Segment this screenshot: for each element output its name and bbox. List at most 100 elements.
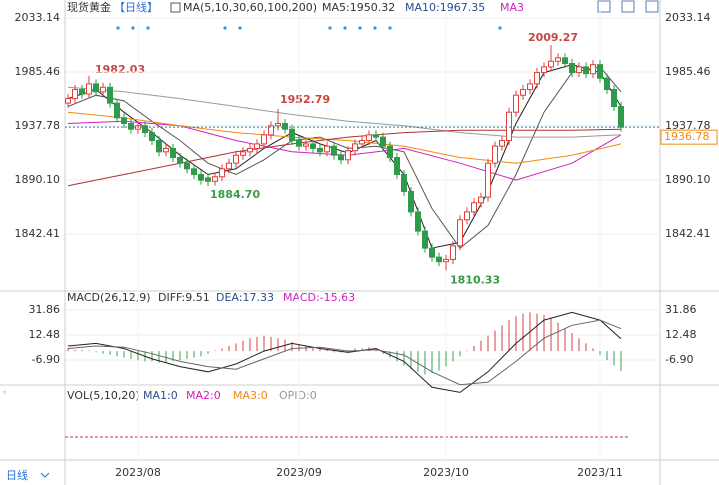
macd-value: MACD:-15.63 — [283, 291, 355, 304]
candle-body — [324, 145, 330, 153]
candle-body — [86, 83, 92, 95]
indicator-icon[interactable] — [170, 2, 181, 13]
event-dot[interactable] — [388, 26, 392, 30]
event-dot[interactable] — [131, 26, 135, 30]
event-dot[interactable] — [373, 26, 377, 30]
candle-body — [394, 156, 400, 175]
candle-body — [289, 128, 295, 142]
candle-body — [93, 83, 99, 93]
x-tick-label: 2023/10 — [423, 466, 469, 479]
candle-body — [576, 66, 582, 74]
period[interactable]: 【日线】 — [114, 0, 158, 14]
toolbar-button[interactable] — [621, 0, 635, 13]
candle-body — [548, 60, 554, 68]
toolbar-button[interactable] — [645, 0, 659, 13]
candle-body — [541, 66, 547, 74]
candle-body — [114, 102, 120, 119]
high-annotation: 2009.27 — [528, 31, 578, 44]
low-annotation: 1884.70 — [210, 188, 260, 201]
candle-body — [534, 72, 540, 85]
candle-body — [177, 156, 183, 164]
candle-body — [471, 202, 477, 213]
candle-body — [380, 136, 386, 147]
candle-body — [268, 125, 274, 136]
event-dot[interactable] — [498, 26, 502, 30]
candle-body — [415, 211, 421, 232]
legend-ma10: MA10:1967.35 — [405, 1, 485, 14]
ma-line — [67, 86, 622, 138]
macd-line — [67, 311, 622, 393]
candle-body — [583, 66, 589, 75]
macd-title: MACD(26,12,9) — [67, 291, 151, 304]
y-tick-label: 12.48 — [665, 328, 697, 341]
y-tick-label: 1937.78 — [15, 119, 61, 132]
last-price-box — [660, 129, 718, 145]
candle-body — [464, 211, 470, 221]
ma-line — [67, 111, 622, 164]
event-dot[interactable] — [358, 26, 362, 30]
event-dot[interactable] — [238, 26, 242, 30]
event-dot[interactable] — [116, 26, 120, 30]
event-dot[interactable] — [223, 26, 227, 30]
candle-body — [240, 151, 246, 156]
candle-body — [457, 219, 463, 247]
candle-body — [492, 145, 498, 164]
candle-body — [72, 89, 78, 100]
candle-body — [261, 134, 267, 145]
toolbar-button[interactable] — [597, 0, 611, 13]
y-tick-label: 31.86 — [29, 303, 61, 316]
candle-body — [121, 117, 127, 125]
y-tick-label: 2033.14 — [15, 11, 61, 24]
volume-marker: ◦ — [2, 389, 7, 399]
macd-line — [67, 319, 622, 386]
candle-body — [254, 143, 260, 149]
candle-body — [205, 177, 211, 182]
period-tab[interactable]: 日线 — [6, 468, 28, 482]
candle-body — [359, 140, 365, 145]
candle-body — [485, 162, 491, 198]
candle-body — [569, 62, 575, 74]
x-tick-label: 2023/11 — [577, 466, 623, 479]
candle-body — [226, 162, 232, 170]
period-dropdown-icon[interactable] — [40, 472, 50, 478]
candle-body — [429, 247, 435, 258]
y-tick-label: 1890.10 — [665, 173, 711, 186]
candle-body — [79, 89, 85, 95]
candle-body — [317, 147, 323, 153]
y-tick-label: 1842.41 — [665, 227, 711, 240]
ma-params: MA(5,10,30,60,100,200) — [183, 1, 317, 14]
candle-body — [100, 86, 106, 93]
candle-body — [128, 123, 134, 130]
candle-body — [198, 173, 204, 181]
y-tick-label: 31.86 — [665, 303, 697, 316]
candle-body — [282, 123, 288, 130]
candle-body — [303, 143, 309, 147]
vol-ma3: MA3:0 — [233, 389, 268, 402]
event-dot[interactable] — [343, 26, 347, 30]
candle-body — [275, 123, 281, 127]
candle-body — [590, 64, 596, 75]
candle-body — [527, 83, 533, 91]
high-annotation: 1982.03 — [95, 63, 145, 76]
candle-body — [184, 162, 190, 170]
y-tick-label: 2033.14 — [665, 11, 711, 24]
candle-body — [401, 173, 407, 192]
y-tick-label: -6.90 — [665, 353, 693, 366]
candle-body — [618, 106, 624, 128]
ma-line — [67, 128, 622, 187]
high-annotation: 1952.79 — [280, 93, 330, 106]
candle-body — [345, 150, 351, 161]
candle-body — [436, 256, 442, 263]
y-tick-label: 1842.41 — [15, 227, 61, 240]
event-dot[interactable] — [146, 26, 150, 30]
candle-body — [387, 145, 393, 158]
y-tick-label: 12.48 — [29, 328, 61, 341]
macd-diff: DIFF:9.51 — [158, 291, 210, 304]
legend-ma5: MA5:1950.32 — [322, 1, 395, 14]
event-dot[interactable] — [328, 26, 332, 30]
candle-body — [310, 143, 316, 149]
toolbar — [597, 0, 659, 13]
candle-body — [422, 230, 428, 249]
